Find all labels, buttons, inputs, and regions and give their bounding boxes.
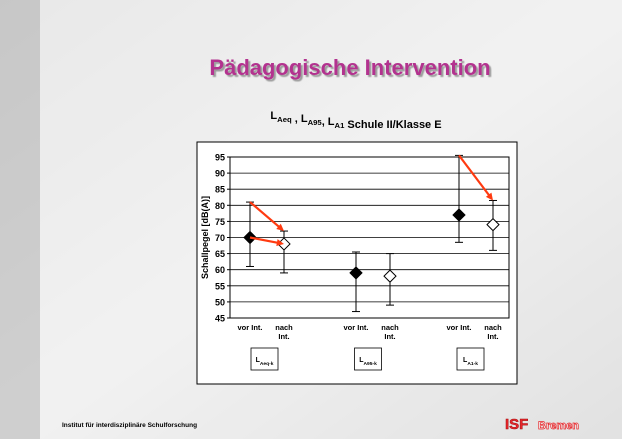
text-main: L (256, 357, 261, 364)
group-box (250, 347, 279, 371)
y-tick-label: 95 (215, 153, 225, 163)
text-sub: A1 (335, 121, 346, 130)
arrow-line (249, 236, 279, 244)
side-strip (0, 0, 40, 439)
text-sub: A1-k (467, 361, 478, 367)
text-main: Schule II/Klasse E (344, 119, 441, 131)
x-tick-label: nach Int. (484, 323, 502, 341)
y-tick-label: 75 (215, 217, 225, 227)
group-box (456, 347, 485, 371)
arrow-line (458, 154, 491, 197)
text-main: L (270, 110, 277, 122)
group-label: LAeq-k (256, 357, 274, 367)
label-line: Int. (487, 332, 498, 341)
y-tick-label: 90 (215, 169, 225, 179)
label-line: Int. (384, 332, 395, 341)
y-tick-label: 55 (215, 281, 225, 291)
x-tick-label: vor Int. (446, 323, 471, 332)
y-tick-label: 85 (215, 185, 225, 195)
text-sub: Aeq (277, 115, 292, 124)
arrow-head (485, 192, 493, 201)
diamond-marker (383, 269, 397, 283)
y-tick-label: 65 (215, 249, 225, 259)
chart-subtitle: LAeq , LA95, LA1 Schule II/Klasse E (270, 110, 441, 131)
x-tick-label: vor Int. (343, 323, 368, 332)
diamond-marker (486, 217, 500, 232)
text-main: L (359, 357, 364, 364)
text-sub: Aeq-k (260, 361, 274, 367)
arrow-head (276, 223, 284, 232)
y-tick-label: 60 (215, 265, 225, 275)
text-main: , L (292, 113, 308, 125)
y-axis-label: Schallpegel [dB(A)] (200, 196, 210, 279)
text-sub: A95-k (363, 361, 377, 367)
diamond-marker (452, 208, 466, 222)
label-line: nach (381, 323, 399, 332)
x-tick-label: nach Int. (275, 323, 293, 341)
x-tick-label: nach Int. (381, 323, 399, 341)
group-label: LA95-k (359, 357, 377, 367)
slide-title: Pädagogische Intervention (209, 55, 490, 80)
y-tick-label: 45 (215, 314, 225, 324)
y-tick-label: 70 (215, 233, 225, 243)
label-line: nach (484, 323, 502, 332)
label-line: Int. (278, 332, 289, 341)
group-box (354, 347, 382, 371)
logo-abbr: ISF (505, 416, 528, 433)
text-main: , L (322, 116, 335, 128)
label-line: nach (275, 323, 293, 332)
y-tick-label: 50 (215, 297, 225, 307)
text-main: L (463, 357, 468, 364)
text-sub: A95 (308, 118, 323, 127)
logo-city: Bremen (538, 420, 579, 432)
arrow-head (276, 239, 284, 247)
x-tick-label: vor Int. (237, 323, 262, 332)
diamond-marker (349, 266, 363, 280)
footer: Institut für interdisziplinäre Schulfors… (62, 422, 197, 429)
y-tick-label: 80 (215, 201, 225, 211)
group-label: LA1-k (463, 357, 478, 367)
arrow-line (249, 201, 281, 229)
